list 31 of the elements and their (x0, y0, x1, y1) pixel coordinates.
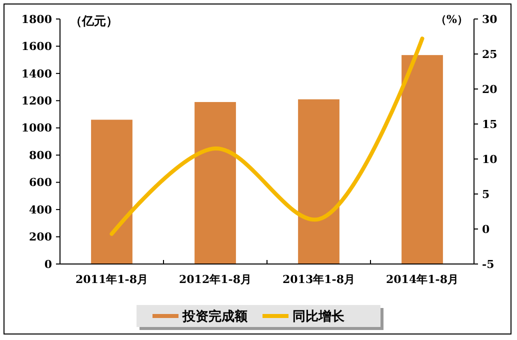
x-tick-label: 2013年1-8月 (282, 273, 355, 286)
y-tick-label: 600 (29, 176, 52, 190)
x-tick-label: 2014年1-8月 (386, 273, 458, 286)
y2-tick-label: 10 (482, 152, 498, 166)
line-series (110, 36, 424, 236)
bar (298, 99, 340, 264)
y2-tick-label: 0 (482, 222, 490, 236)
y-tick-label: 1000 (21, 122, 52, 135)
y2-axis-title: （%） (436, 13, 468, 26)
y-tick-label: 0 (44, 258, 52, 271)
y-tick-label: 1200 (21, 94, 52, 108)
x-tick-label: 2011年1-8月 (76, 273, 148, 286)
legend-label: 同比增长 (292, 310, 346, 325)
bar (91, 120, 132, 264)
y-tick-label: 1800 (21, 12, 52, 26)
y-axis-title: （亿元） (70, 14, 118, 28)
y-tick-label: 1600 (21, 40, 52, 54)
y2-tick-label: -5 (482, 258, 494, 271)
y2-tick-label: 25 (482, 48, 498, 61)
y-tick-label: 800 (29, 148, 52, 162)
bar (194, 102, 236, 264)
y-tick-label: 200 (29, 230, 52, 244)
y-tick-label: 400 (29, 203, 52, 216)
y2-tick-label: 20 (482, 82, 498, 96)
x-tick-label: 2012年1-8月 (179, 273, 252, 286)
y-tick-label: 1400 (21, 67, 52, 80)
legend-label: 投资完成额 (182, 308, 248, 325)
bar (402, 55, 443, 264)
y2-tick-label: 15 (482, 118, 498, 131)
y2-tick-label: 30 (482, 12, 498, 26)
y2-tick-label: 5 (482, 188, 490, 201)
